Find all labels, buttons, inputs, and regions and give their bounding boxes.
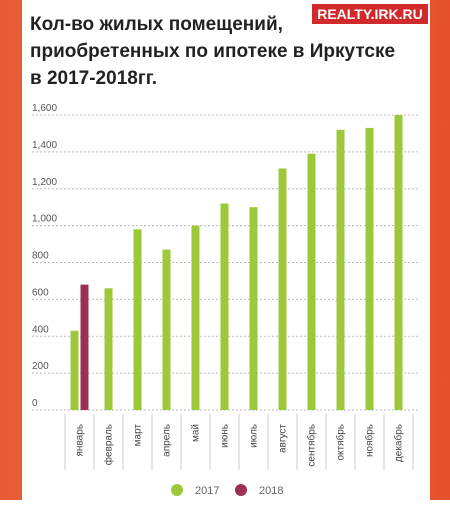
x-tick-label: июль xyxy=(249,424,260,448)
x-tick-label: апрель xyxy=(162,424,173,457)
x-tick-label: май xyxy=(191,424,202,442)
y-tick-label: 1,000 xyxy=(32,214,57,225)
y-tick-label: 1,200 xyxy=(32,177,57,188)
chart-title-line: в 2017-2018гг. xyxy=(30,68,157,89)
logo: REALTY.IRK.RU xyxy=(317,6,423,22)
bar xyxy=(249,207,258,410)
bar xyxy=(104,288,113,410)
x-tick-label: сентябрь xyxy=(306,424,318,467)
y-tick-label: 800 xyxy=(32,251,49,262)
chart-title-line: Кол-во жилых помещений, xyxy=(30,14,283,35)
legend-label: 2017 xyxy=(195,485,219,497)
chart-title-line: приобретенных по ипотеке в Иркутске xyxy=(30,41,395,62)
bar xyxy=(80,284,89,410)
y-tick-label: 600 xyxy=(32,287,49,298)
y-tick-label: 1,600 xyxy=(32,103,57,114)
bar xyxy=(307,153,316,410)
bar xyxy=(365,127,374,410)
bar xyxy=(162,249,171,410)
x-tick-label: октябрь xyxy=(335,424,347,461)
bar xyxy=(70,330,79,410)
x-tick-label: ноябрь xyxy=(364,424,376,457)
x-tick-label: март xyxy=(133,424,144,447)
legend-swatch xyxy=(171,484,183,496)
x-tick-label: декабрь xyxy=(393,424,405,462)
legend-label: 2018 xyxy=(259,485,283,497)
y-tick-label: 0 xyxy=(32,398,38,409)
y-tick-label: 1,400 xyxy=(32,140,57,151)
x-tick-label: август xyxy=(278,424,289,453)
y-tick-label: 200 xyxy=(32,361,49,372)
bar xyxy=(278,168,287,410)
bar xyxy=(191,225,200,410)
legend-swatch xyxy=(235,484,247,496)
bar xyxy=(394,115,403,410)
bar xyxy=(336,129,345,410)
logo-box xyxy=(312,4,428,24)
x-tick-label: февраль xyxy=(103,424,115,465)
x-tick-label: июнь xyxy=(220,424,231,448)
x-tick-label: январь xyxy=(75,424,86,456)
y-tick-label: 400 xyxy=(32,324,49,335)
bar xyxy=(220,203,229,410)
bar xyxy=(133,229,142,410)
